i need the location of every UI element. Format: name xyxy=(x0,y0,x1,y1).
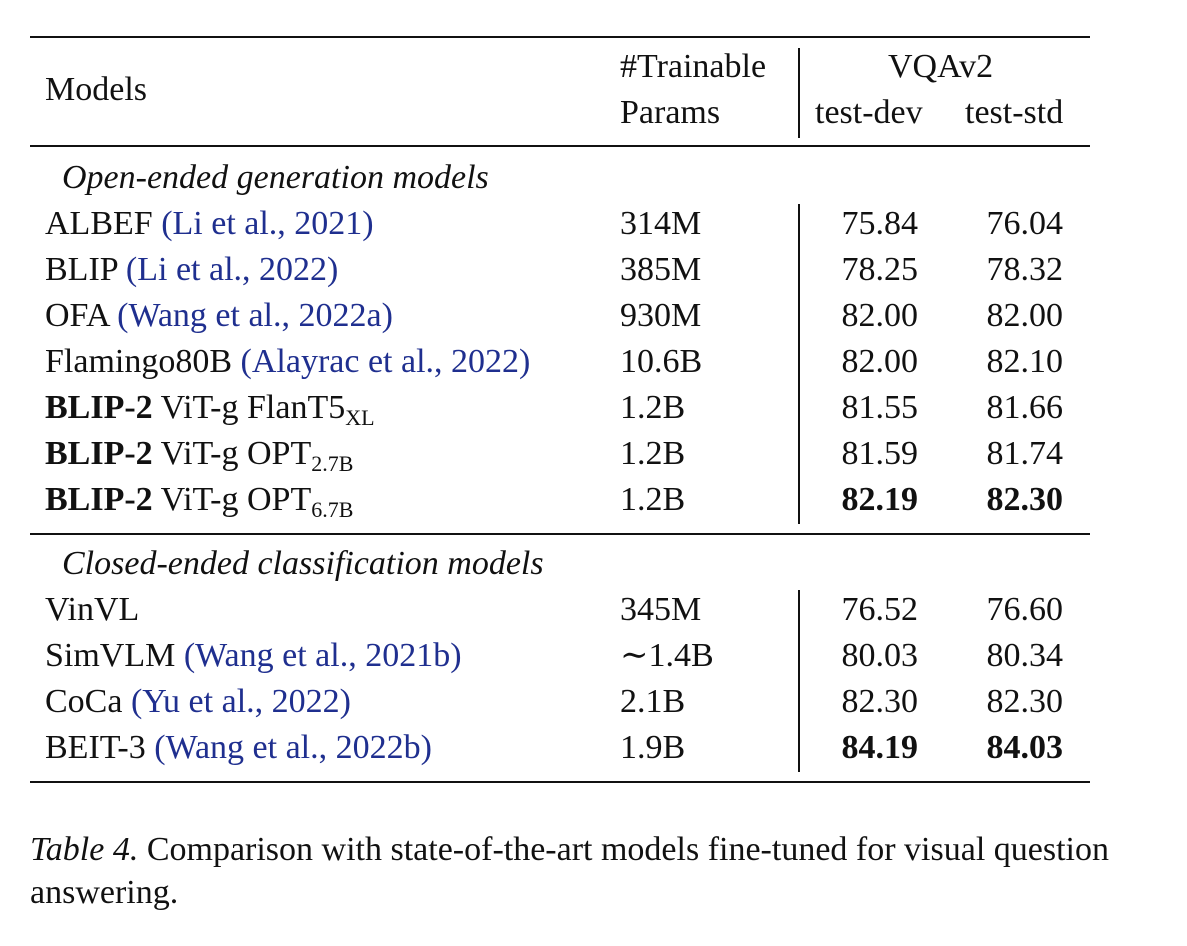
test-dev-cell: 82.00 xyxy=(841,297,919,334)
params-cell: ∼1.4B xyxy=(620,637,714,674)
header-rule xyxy=(30,145,1090,147)
test-dev-cell-best: 82.19 xyxy=(841,481,919,518)
model-subscript: 2.7B xyxy=(311,451,354,476)
model-name: BLIP (Li et al., 2022) xyxy=(45,250,338,290)
section-title: Open-ended generation models xyxy=(62,159,489,196)
model-name: SimVLM (Wang et al., 2021b) xyxy=(45,636,462,676)
model-name: BLIP-2 ViT-g OPT6.7B xyxy=(45,480,354,522)
test-std-cell: 81.74 xyxy=(986,435,1064,472)
test-std-cell: 82.30 xyxy=(986,683,1064,720)
model-label-bold: BLIP-2 xyxy=(45,481,153,518)
citation-link[interactable]: (Wang et al., 2022b) xyxy=(154,729,432,766)
params-cell: 2.1B xyxy=(620,683,686,720)
test-dev-cell: 81.59 xyxy=(841,435,919,472)
header-test-dev: test-dev xyxy=(815,94,923,131)
params-cell: 345M xyxy=(620,591,702,628)
model-label: SimVLM xyxy=(45,637,176,674)
model-name: OFA (Wang et al., 2022a) xyxy=(45,296,393,336)
model-label: ViT-g OPT xyxy=(160,481,312,518)
params-cell: 385M xyxy=(620,251,702,288)
citation-link[interactable]: (Wang et al., 2021b) xyxy=(183,637,462,674)
header-params-line1: #Trainable xyxy=(620,48,767,85)
model-label: VinVL xyxy=(45,591,140,628)
table-caption: Table 4. Comparison with state-of-the-ar… xyxy=(30,828,1110,914)
header-column-divider xyxy=(798,48,800,138)
test-std-cell-best: 82.30 xyxy=(986,481,1064,518)
test-dev-cell-best: 84.19 xyxy=(841,729,919,766)
model-label: ViT-g FlanT5 xyxy=(160,389,346,426)
model-subscript: XL xyxy=(345,405,375,430)
model-name: VinVL xyxy=(45,590,139,630)
test-std-cell: 80.34 xyxy=(986,637,1064,674)
test-dev-cell: 82.00 xyxy=(841,343,919,380)
model-name: BLIP-2 ViT-g FlanT5XL xyxy=(45,388,375,430)
model-label: ViT-g OPT xyxy=(160,435,312,472)
section2-column-divider xyxy=(798,590,800,772)
test-dev-cell: 80.03 xyxy=(841,637,919,674)
model-label: BLIP xyxy=(45,251,118,288)
test-std-cell: 81.66 xyxy=(986,389,1064,426)
params-cell: 314M xyxy=(620,205,702,242)
top-rule xyxy=(30,36,1090,38)
section-divider-rule xyxy=(30,533,1090,535)
test-dev-cell: 81.55 xyxy=(841,389,919,426)
test-std-cell: 82.00 xyxy=(986,297,1064,334)
header-params-line2: Params xyxy=(620,94,721,131)
section1-column-divider xyxy=(798,204,800,524)
model-name: CoCa (Yu et al., 2022) xyxy=(45,682,351,722)
model-name: Flamingo80B (Alayrac et al., 2022) xyxy=(45,342,530,382)
section-title: Closed-ended classification models xyxy=(62,545,544,582)
model-label: OFA xyxy=(45,297,109,334)
bottom-rule xyxy=(30,781,1090,783)
header-models: Models xyxy=(45,71,147,108)
model-label: CoCa xyxy=(45,683,123,720)
params-cell: 10.6B xyxy=(620,343,703,380)
model-label-bold: BLIP-2 xyxy=(45,435,153,472)
model-name: BEIT-3 (Wang et al., 2022b) xyxy=(45,728,432,768)
params-cell: 1.2B xyxy=(620,481,686,518)
model-subscript: 6.7B xyxy=(311,497,354,522)
test-dev-cell: 76.52 xyxy=(841,591,919,628)
test-std-cell: 82.10 xyxy=(986,343,1064,380)
model-label: Flamingo80B xyxy=(45,343,233,380)
header-vqav2: VQAv2 xyxy=(888,48,994,85)
model-label: BEIT-3 xyxy=(45,729,146,766)
params-cell: 1.9B xyxy=(620,729,686,766)
model-label: ALBEF xyxy=(45,205,153,242)
test-dev-cell: 78.25 xyxy=(841,251,919,288)
test-std-cell: 76.60 xyxy=(986,591,1064,628)
caption-label: Table 4. xyxy=(30,831,139,868)
header-test-std: test-std xyxy=(965,94,1064,131)
citation-link[interactable]: (Li et al., 2021) xyxy=(161,205,374,242)
test-dev-cell: 75.84 xyxy=(841,205,919,242)
model-name: BLIP-2 ViT-g OPT2.7B xyxy=(45,434,354,476)
params-cell: 930M xyxy=(620,297,702,334)
model-label-bold: BLIP-2 xyxy=(45,389,153,426)
citation-link[interactable]: (Wang et al., 2022a) xyxy=(117,297,393,334)
params-cell: 1.2B xyxy=(620,389,686,426)
citation-link[interactable]: (Li et al., 2022) xyxy=(125,251,339,288)
test-std-cell-best: 84.03 xyxy=(986,729,1064,766)
test-std-cell: 78.32 xyxy=(986,251,1064,288)
params-cell: 1.2B xyxy=(620,435,686,472)
citation-link[interactable]: (Yu et al., 2022) xyxy=(130,683,351,720)
caption-text: Comparison with state-of-the-art models … xyxy=(30,831,1109,911)
test-std-cell: 76.04 xyxy=(986,205,1064,242)
model-name: ALBEF (Li et al., 2021) xyxy=(45,204,374,244)
test-dev-cell: 82.30 xyxy=(841,683,919,720)
citation-link[interactable]: (Alayrac et al., 2022) xyxy=(240,343,531,380)
